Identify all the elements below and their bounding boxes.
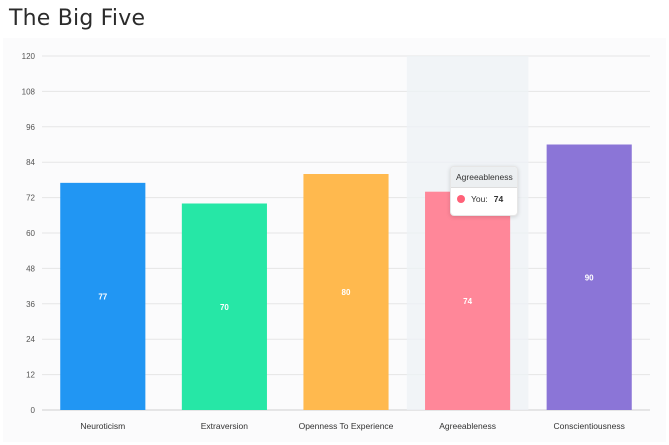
bar-conscientiousness[interactable] xyxy=(546,144,632,411)
y-tick-label: 48 xyxy=(26,264,35,273)
x-axis-ticks: Neuroticism Extraversion Openness To Exper… xyxy=(80,421,625,431)
x-tick-label: Extraversion xyxy=(201,421,249,431)
y-tick-label: 36 xyxy=(26,300,35,309)
bar-data-label: 70 xyxy=(220,303,229,312)
y-tick-label: 84 xyxy=(26,158,35,167)
x-tick-label: Openness To Experience xyxy=(299,421,394,431)
bar-data-label: 74 xyxy=(463,297,472,306)
tooltip-value: 74 xyxy=(493,194,504,204)
tooltip-series-label: You: xyxy=(471,194,488,204)
y-tick-label: 72 xyxy=(26,194,35,203)
x-tick-label: Agreeableness xyxy=(439,421,496,431)
tooltip-series-marker xyxy=(457,195,465,203)
x-tick-label: Neuroticism xyxy=(80,421,125,431)
tooltip: Agreeableness You: 74 xyxy=(450,166,518,216)
bar-agreeableness[interactable] xyxy=(425,191,511,410)
y-tick-label: 0 xyxy=(31,406,36,415)
y-tick-label: 12 xyxy=(26,371,35,380)
y-tick-label: 96 xyxy=(26,123,35,132)
bar-data-label: 80 xyxy=(342,288,351,297)
tooltip-row: You: 74 xyxy=(451,188,517,204)
bar-openness-to-experience[interactable] xyxy=(303,174,389,410)
bar-data-label: 77 xyxy=(98,292,107,301)
y-tick-label: 108 xyxy=(22,87,36,96)
x-tick-label: Conscientiousness xyxy=(554,421,625,431)
chart-title: The Big Five xyxy=(9,6,146,31)
y-tick-label: 24 xyxy=(26,335,35,344)
bars xyxy=(60,144,632,411)
bar-labels: 77 70 80 74 90 xyxy=(98,273,594,312)
bar-data-label: 90 xyxy=(585,273,594,282)
y-tick-label: 60 xyxy=(26,229,35,238)
y-tick-label: 120 xyxy=(22,52,36,61)
bar-neuroticism[interactable] xyxy=(60,182,146,410)
y-axis-ticks: 0 12 24 36 48 60 72 84 96 108 120 xyxy=(22,52,36,415)
tooltip-title: Agreeableness xyxy=(451,167,517,188)
bar-extraversion[interactable] xyxy=(181,203,267,411)
